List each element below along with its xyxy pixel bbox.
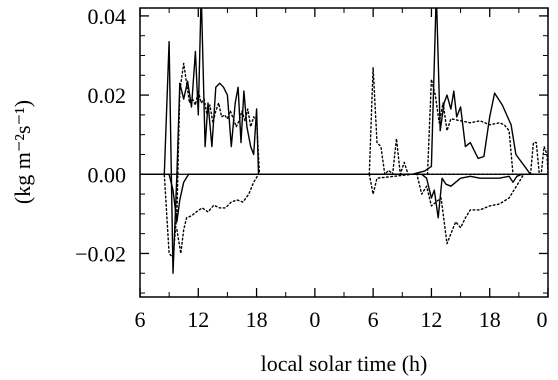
series-line-7-dotted	[426, 78, 514, 176]
series-line-5-dotted	[368, 66, 413, 176]
y-axis-label: (kg m⁻²s⁻¹)	[10, 100, 35, 204]
series-line-4-dotted	[176, 173, 260, 255]
series-line-2-dotted	[140, 62, 548, 259]
y-tick-label: 0.00	[88, 162, 127, 187]
x-tick-label: 0	[537, 307, 548, 332]
x-tick-label: 12	[187, 307, 209, 332]
plot-frame	[139, 7, 549, 298]
plot-layer	[140, 8, 548, 274]
x-tick-label: 18	[479, 307, 501, 332]
series-line-1-solid	[140, 8, 532, 274]
x-axis-label: local solar time (h)	[261, 351, 428, 376]
x-tick-label: 12	[420, 307, 442, 332]
x-tick-label: 18	[246, 307, 268, 332]
x-tick-label: 6	[368, 307, 379, 332]
y-tick-label: 0.04	[88, 4, 127, 29]
x-tick-label: 0	[309, 307, 320, 332]
ticks-layer: 6 12 18 0 6 12 18 0 −0.02 0.00 0.02 0.04	[75, 4, 549, 332]
x-tick-label: 6	[135, 307, 146, 332]
series-line-8-dotted	[529, 141, 548, 176]
y-tick-label: 0.02	[88, 83, 127, 108]
y-tick-label: −0.02	[75, 241, 126, 266]
series-line-3-solid	[140, 173, 548, 223]
series-line-6-dotted	[368, 173, 525, 245]
